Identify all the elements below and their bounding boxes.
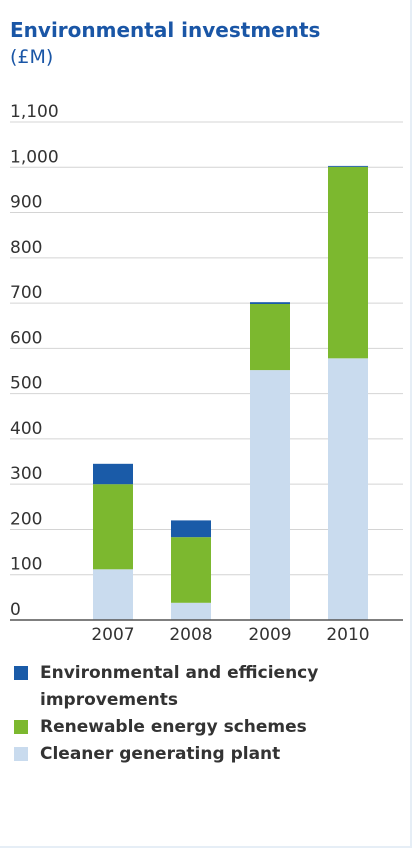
y-tick-label-500: 500	[10, 374, 42, 394]
legend-label-cleaner: Cleaner generating plant	[40, 744, 281, 764]
y-tick-label-1000: 1,000	[10, 147, 59, 167]
x-tick-label-2009: 2009	[248, 625, 291, 645]
y-tick-label-0: 0	[10, 600, 21, 620]
legend-swatch-environmental	[14, 666, 28, 680]
bar-2009-series-0	[250, 370, 290, 620]
y-tick-label-100: 100	[10, 555, 42, 575]
y-tick-label-600: 600	[10, 328, 42, 348]
bar-2009-series-1	[250, 303, 290, 371]
y-tick-label-400: 400	[10, 419, 42, 439]
y-tick-label-300: 300	[10, 464, 42, 484]
legend: Environmental and efficiency improvement…	[14, 660, 404, 768]
bar-2007-series-1	[93, 484, 133, 570]
bar-2010-series-0	[328, 358, 368, 620]
legend-label-environmental-line1: Environmental and efficiency	[40, 663, 319, 683]
y-tick-label-200: 200	[10, 509, 42, 529]
y-tick-label-700: 700	[10, 283, 42, 303]
y-tick-label-1100: 1,100	[10, 102, 59, 122]
y-tick-label-900: 900	[10, 193, 42, 213]
chart-subtitle: (£M)	[10, 46, 54, 68]
y-tick-label-800: 800	[10, 238, 42, 258]
bar-chart: 0 100 200 300 400 500 600 700 800 900 1,000 1,100 20…	[10, 102, 403, 645]
legend-item-environmental: Environmental and efficiency improvement…	[14, 660, 404, 714]
legend-swatch-renewable	[14, 720, 28, 734]
x-tick-label-2010: 2010	[326, 625, 369, 645]
chart-title: Environmental investments	[10, 18, 321, 42]
legend-swatch-cleaner	[14, 747, 28, 761]
bar-2008-series-1	[171, 537, 211, 603]
bar-2010-series-1	[328, 166, 368, 359]
bar-2010-series-2	[328, 165, 368, 167]
bar-2007-series-0	[93, 569, 133, 620]
legend-label-renewable: Renewable energy schemes	[40, 717, 307, 737]
bar-2007-series-2	[93, 463, 133, 485]
x-tick-label-2008: 2008	[169, 625, 212, 645]
legend-label-environmental-line2: improvements	[40, 690, 178, 710]
bar-2008-series-2	[171, 520, 211, 538]
x-tick-label-2007: 2007	[91, 625, 134, 645]
legend-item-renewable: Renewable energy schemes	[14, 714, 404, 741]
bar-2009-series-2	[250, 302, 290, 304]
legend-item-cleaner: Cleaner generating plant	[14, 741, 404, 768]
bar-2008-series-0	[171, 602, 211, 620]
